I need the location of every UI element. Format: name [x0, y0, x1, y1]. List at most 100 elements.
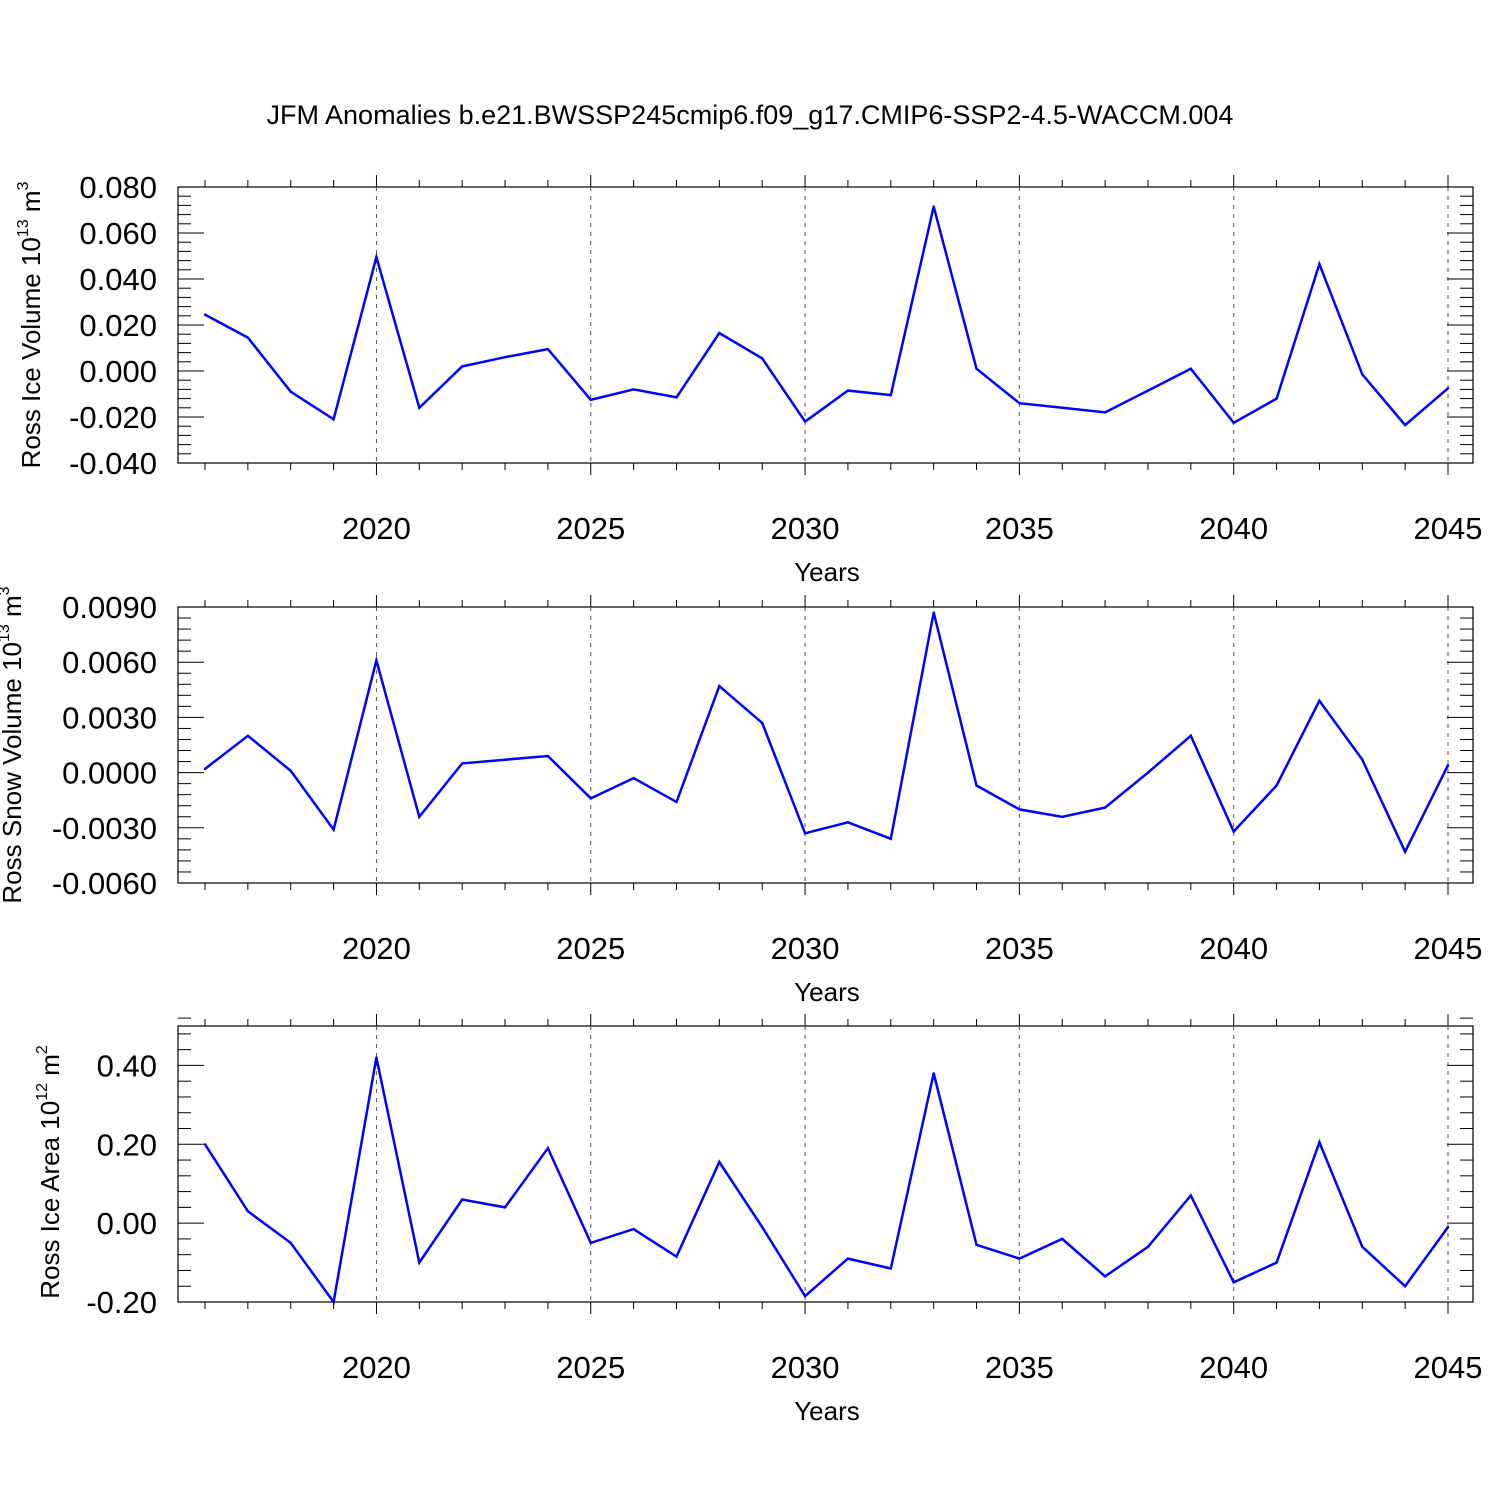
x-tick-label: 2030 [771, 931, 840, 966]
data-point [1018, 808, 1021, 811]
data-point [246, 1210, 250, 1213]
data-point [1446, 764, 1450, 767]
y-tick-label: 0.0090 [62, 590, 157, 625]
data-point [503, 356, 507, 359]
y-tick-label: -0.0030 [52, 811, 157, 846]
x-tick-label: 2030 [771, 511, 840, 546]
data-point [1146, 771, 1150, 774]
y-tick-label: 0.040 [79, 262, 157, 297]
data-point [932, 205, 935, 208]
chart-title: JFM Anomalies b.e21.BWSSP245cmip6.f09_g1… [267, 100, 1234, 130]
y-tick-label: 0.00 [97, 1206, 157, 1241]
data-point [1103, 806, 1107, 809]
y-tick-label: 0.0060 [62, 645, 157, 680]
data-point [546, 754, 550, 758]
data-point [846, 389, 850, 392]
data-point [203, 1143, 207, 1146]
x-tick-label: 2045 [1414, 931, 1483, 966]
data-point [632, 388, 635, 391]
x-tick-label: 2025 [556, 931, 625, 966]
plot-frame [177, 1025, 1474, 1303]
data-point [803, 832, 807, 835]
data-point [332, 418, 335, 421]
data-point [503, 1206, 507, 1209]
data-point [375, 659, 378, 662]
data-point [546, 1147, 550, 1150]
data-point [589, 1241, 592, 1245]
data-point [1403, 1285, 1407, 1288]
x-tick-label: 2040 [1199, 511, 1268, 546]
series-line [204, 612, 1450, 855]
x-axis-label: Years [794, 1396, 860, 1426]
data-point [332, 1300, 335, 1304]
data-point [761, 357, 764, 360]
data-point [503, 758, 507, 761]
data-point [1403, 423, 1407, 427]
x-tick-label: 2030 [771, 1350, 840, 1385]
data-point [761, 721, 764, 725]
x-tick-label: 2035 [985, 931, 1054, 966]
y-tick-label: -0.020 [69, 400, 157, 435]
data-point [718, 684, 721, 688]
data-point [846, 821, 850, 824]
data-point [1232, 1281, 1235, 1284]
data-point [1318, 1141, 1321, 1144]
x-tick-label: 2045 [1414, 1350, 1483, 1385]
panel-1: -0.040 -0.020 0.000 0.020 0.040 0.060 0.080 202… [15, 170, 1482, 587]
y-tick-label: 0.020 [79, 308, 157, 343]
data-point [1103, 1275, 1107, 1278]
x-tick-label: 2020 [342, 931, 411, 966]
data-point [460, 365, 464, 368]
data-point [589, 398, 592, 401]
data-point [1146, 1245, 1150, 1249]
data-point [1232, 830, 1235, 833]
data-point [675, 1255, 678, 1258]
data-point [1061, 815, 1064, 818]
data-point [718, 331, 721, 335]
data-point [289, 769, 292, 772]
x-axis-label: Years [794, 557, 860, 587]
data-point [1189, 734, 1193, 737]
y-tick-label: -0.20 [86, 1285, 157, 1320]
data-point [1189, 367, 1193, 370]
data-point [203, 313, 207, 316]
data-point [418, 406, 421, 409]
y-axis-label: Ross Ice Volume 1013 m3 [15, 181, 46, 468]
y-tick-label: 0.060 [79, 216, 157, 251]
series-line [204, 206, 1449, 427]
data-point [1189, 1194, 1193, 1197]
data-point [632, 776, 635, 780]
plot-frame [177, 186, 1474, 464]
data-point [932, 1072, 935, 1075]
x-tick-label: 2025 [556, 511, 625, 546]
panel-3: -0.20 0.00 0.20 0.40 2020 2025 2030 2035 2040 204… [34, 1014, 1482, 1426]
data-point [1061, 1237, 1064, 1241]
data-point [246, 734, 250, 737]
data-point [1018, 1257, 1021, 1260]
data-point [803, 420, 807, 423]
x-tick-label: 2035 [985, 511, 1054, 546]
data-point [1318, 262, 1321, 266]
data-point [889, 837, 892, 841]
data-point [761, 1225, 764, 1229]
data-point [375, 255, 378, 259]
data-point [889, 1267, 892, 1270]
y-tick-label: 0.0000 [62, 756, 157, 791]
data-point [418, 815, 421, 818]
x-tick-label: 2025 [556, 1350, 625, 1385]
x-tick-label: 2035 [985, 1350, 1054, 1385]
y-axis-label: Ross Ice Area 1012 m2 [34, 1045, 65, 1299]
plot-frame [177, 606, 1474, 884]
y-axis-label: Ross Snow Volume 1013 m3 [0, 586, 27, 903]
panel-2: -0.0060 -0.0030 0.0000 0.0030 0.0060 0.0090 20… [0, 586, 1482, 1007]
y-tick-label: 0.20 [97, 1127, 157, 1162]
data-point [375, 1056, 378, 1059]
data-point [1403, 850, 1407, 853]
data-point [203, 767, 207, 771]
x-tick-label: 2040 [1199, 1350, 1268, 1385]
data-point [289, 390, 292, 393]
data-point [1275, 784, 1278, 787]
data-point [1146, 389, 1150, 392]
data-point [889, 393, 892, 397]
